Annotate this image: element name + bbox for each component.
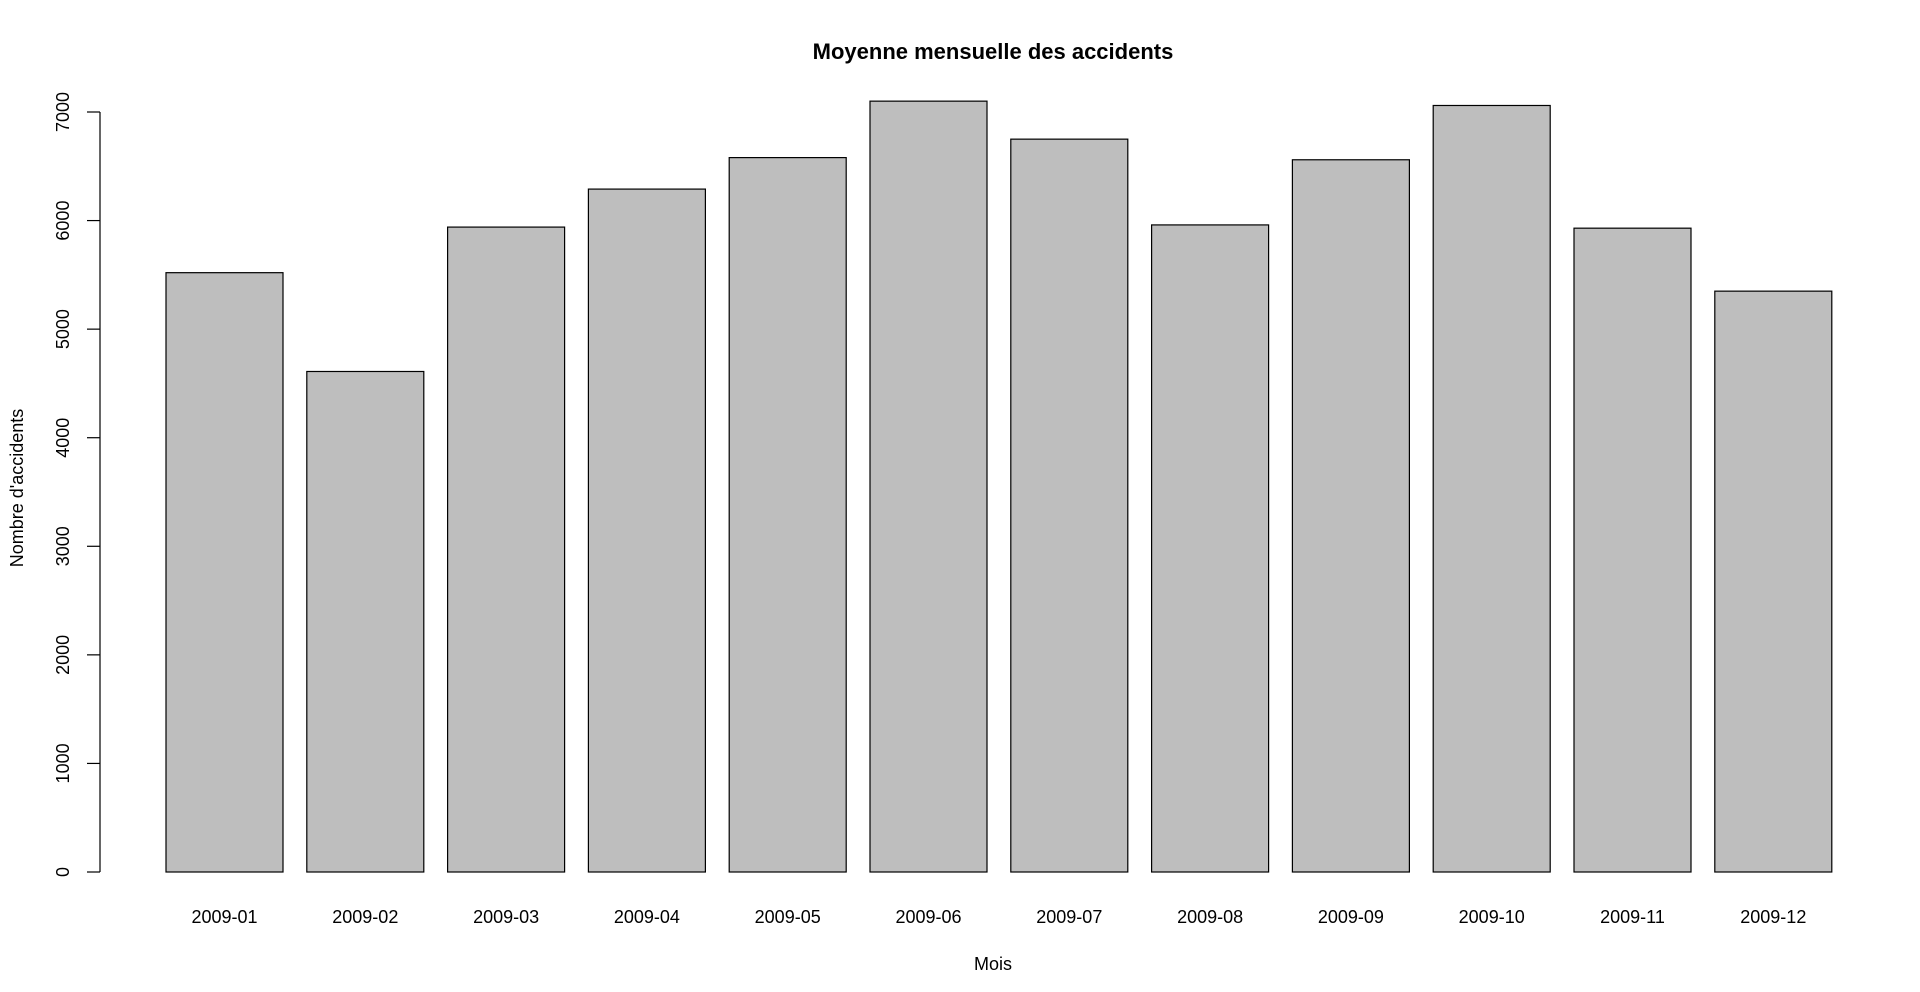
bar — [447, 226, 566, 873]
x-tick-label: 2009-06 — [895, 907, 961, 927]
x-tick-label: 2009-03 — [473, 907, 539, 927]
y-axis-label: Nombre d'accidents — [7, 409, 27, 568]
bar — [165, 272, 284, 873]
bar — [1573, 227, 1692, 873]
x-tick-label: 2009-07 — [1036, 907, 1102, 927]
bar — [1150, 224, 1270, 873]
x-tick-label: 2009-05 — [755, 907, 821, 927]
bars-group — [165, 100, 1833, 873]
y-tick-label: 0 — [53, 867, 73, 877]
y-tick-label: 5000 — [53, 309, 73, 349]
bar — [1291, 159, 1411, 873]
x-tick-label: 2009-01 — [191, 907, 257, 927]
x-tick-label: 2009-12 — [1740, 907, 1806, 927]
y-tick-label: 7000 — [53, 92, 73, 132]
y-tick-label: 4000 — [53, 418, 73, 458]
bar — [1714, 290, 1833, 873]
bar — [587, 188, 707, 873]
x-tick-label: 2009-02 — [332, 907, 398, 927]
bar — [728, 157, 847, 873]
bar — [869, 100, 988, 873]
chart-title: Moyenne mensuelle des accidents — [813, 39, 1174, 64]
y-tick-label: 2000 — [53, 635, 73, 675]
bar — [1432, 104, 1551, 873]
y-tick-label: 1000 — [53, 743, 73, 783]
bar — [306, 370, 425, 873]
x-tick-label: 2009-10 — [1459, 907, 1525, 927]
x-tick-label: 2009-09 — [1318, 907, 1384, 927]
x-tick-label: 2009-04 — [614, 907, 680, 927]
x-axis-label: Mois — [974, 954, 1012, 974]
y-tick-label: 6000 — [53, 201, 73, 241]
x-tick-labels: 2009-01 2009-02 2009-03 2009-04 2009-05 2009-… — [191, 907, 1806, 927]
y-tick-label: 3000 — [53, 526, 73, 566]
x-tick-label: 2009-11 — [1600, 907, 1665, 927]
y-axis: 0 1000 2000 3000 4000 5000 6000 7000 — [53, 92, 101, 877]
x-tick-label: 2009-08 — [1177, 907, 1243, 927]
bar — [1010, 138, 1129, 873]
